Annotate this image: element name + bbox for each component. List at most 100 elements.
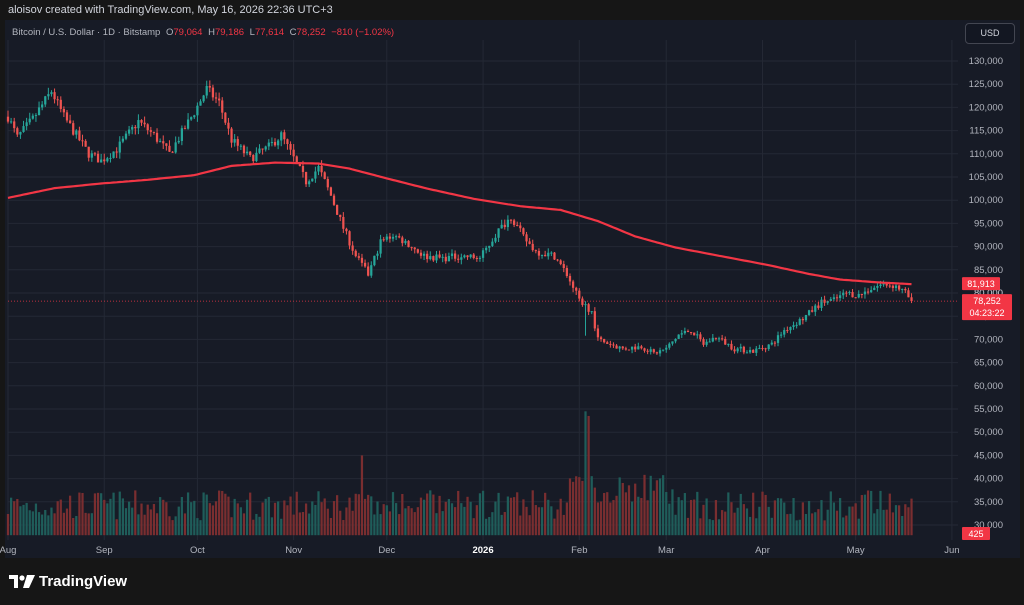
candle-body <box>100 159 103 163</box>
candle-body <box>801 319 804 321</box>
candle-body <box>820 299 823 308</box>
volume-bar <box>323 498 326 536</box>
volume-bar <box>205 494 208 536</box>
volume-bar <box>78 492 81 536</box>
volume-bar <box>550 506 553 536</box>
candle-body <box>848 291 851 293</box>
price-tick-label: 95,000 <box>974 218 1003 229</box>
volume-bar <box>680 500 683 536</box>
candle-body <box>221 100 224 113</box>
candle-body <box>304 171 308 185</box>
volume-bar <box>96 492 100 536</box>
volume-bar <box>767 506 770 536</box>
candle-body <box>6 116 10 122</box>
volume-bar <box>798 519 801 536</box>
volume-bar <box>115 519 118 536</box>
volume-bar <box>531 490 534 536</box>
ma-price-badge <box>962 277 1000 291</box>
volume-bar <box>137 514 140 536</box>
volume-bar <box>186 492 190 536</box>
candle-body <box>724 338 727 345</box>
candle-body <box>494 237 497 242</box>
chart-panel[interactable] <box>5 20 1020 558</box>
volume-bar <box>261 502 264 536</box>
volume-bar <box>373 514 376 536</box>
volume-bar <box>581 480 584 536</box>
candle-body <box>270 142 274 144</box>
candle-body <box>124 133 128 139</box>
candle-body <box>394 236 398 238</box>
candle-body <box>50 92 53 95</box>
volume-bar <box>304 503 308 536</box>
candle-body <box>606 342 609 344</box>
candle-body <box>301 165 305 172</box>
volume-bar <box>693 499 696 536</box>
candle-body <box>795 324 798 326</box>
candle-body <box>845 292 848 294</box>
volume-bar <box>674 514 677 536</box>
volume-bar <box>491 512 494 536</box>
volume-bar <box>394 503 398 536</box>
volume-bar <box>627 485 631 536</box>
volume-bar <box>689 499 693 536</box>
candle-body <box>531 243 534 251</box>
volume-bar <box>53 513 56 536</box>
volume-bar <box>587 415 590 536</box>
volume-bar <box>705 498 708 536</box>
high-value: 79,186 <box>214 27 245 38</box>
volume-bar <box>525 506 528 536</box>
volume-bar <box>227 496 230 536</box>
volume-bar <box>882 509 885 536</box>
tradingview-logo-icon <box>9 575 35 588</box>
candle-body <box>497 228 500 238</box>
candle-body <box>13 121 16 129</box>
candle-body <box>755 348 758 353</box>
candle-body <box>75 130 78 135</box>
volume-bar <box>696 491 699 536</box>
volume-bar <box>835 510 839 536</box>
candle-body <box>177 140 180 143</box>
volume-bar <box>590 476 593 536</box>
volume-bar <box>717 519 721 536</box>
volume-bar <box>41 514 44 536</box>
candle-body <box>53 92 56 100</box>
candle-body <box>339 214 342 217</box>
candle-body <box>357 256 360 258</box>
candle-body <box>544 254 547 257</box>
candle-body <box>435 254 438 261</box>
tradingview-logo[interactable]: TradingView <box>9 573 127 590</box>
volume-bar <box>149 509 152 536</box>
candle-body <box>370 265 373 276</box>
candle-body <box>180 128 183 141</box>
candle-body <box>127 129 131 134</box>
volume-bar <box>146 504 149 536</box>
volume-bar <box>509 497 513 536</box>
volume-bar <box>655 480 659 536</box>
volume-bar <box>267 496 270 536</box>
candle-body <box>84 140 87 147</box>
candle-body <box>835 297 839 299</box>
candle-body <box>413 247 416 250</box>
candle-body <box>106 158 109 162</box>
price-tick-label: 120,000 <box>969 102 1003 113</box>
volume-bar <box>422 499 426 536</box>
volume-bar <box>301 512 305 536</box>
candle-body <box>879 284 882 287</box>
volume-bar <box>68 495 72 536</box>
candle-body <box>789 327 792 331</box>
candle-body <box>637 346 640 350</box>
volume-bar <box>845 515 848 536</box>
candle-body <box>121 138 124 142</box>
price-tick-label: 60,000 <box>974 381 1003 392</box>
candle-body <box>211 87 215 98</box>
currency-button[interactable]: USD <box>965 23 1015 44</box>
volume-bar <box>90 513 93 536</box>
volume-bar <box>876 509 879 536</box>
volume-bar <box>295 491 298 536</box>
volume-bar <box>401 493 404 536</box>
volume-bar <box>75 516 78 536</box>
candle-body <box>332 195 336 205</box>
volume-bar <box>662 475 665 536</box>
volume-bar <box>724 511 727 536</box>
